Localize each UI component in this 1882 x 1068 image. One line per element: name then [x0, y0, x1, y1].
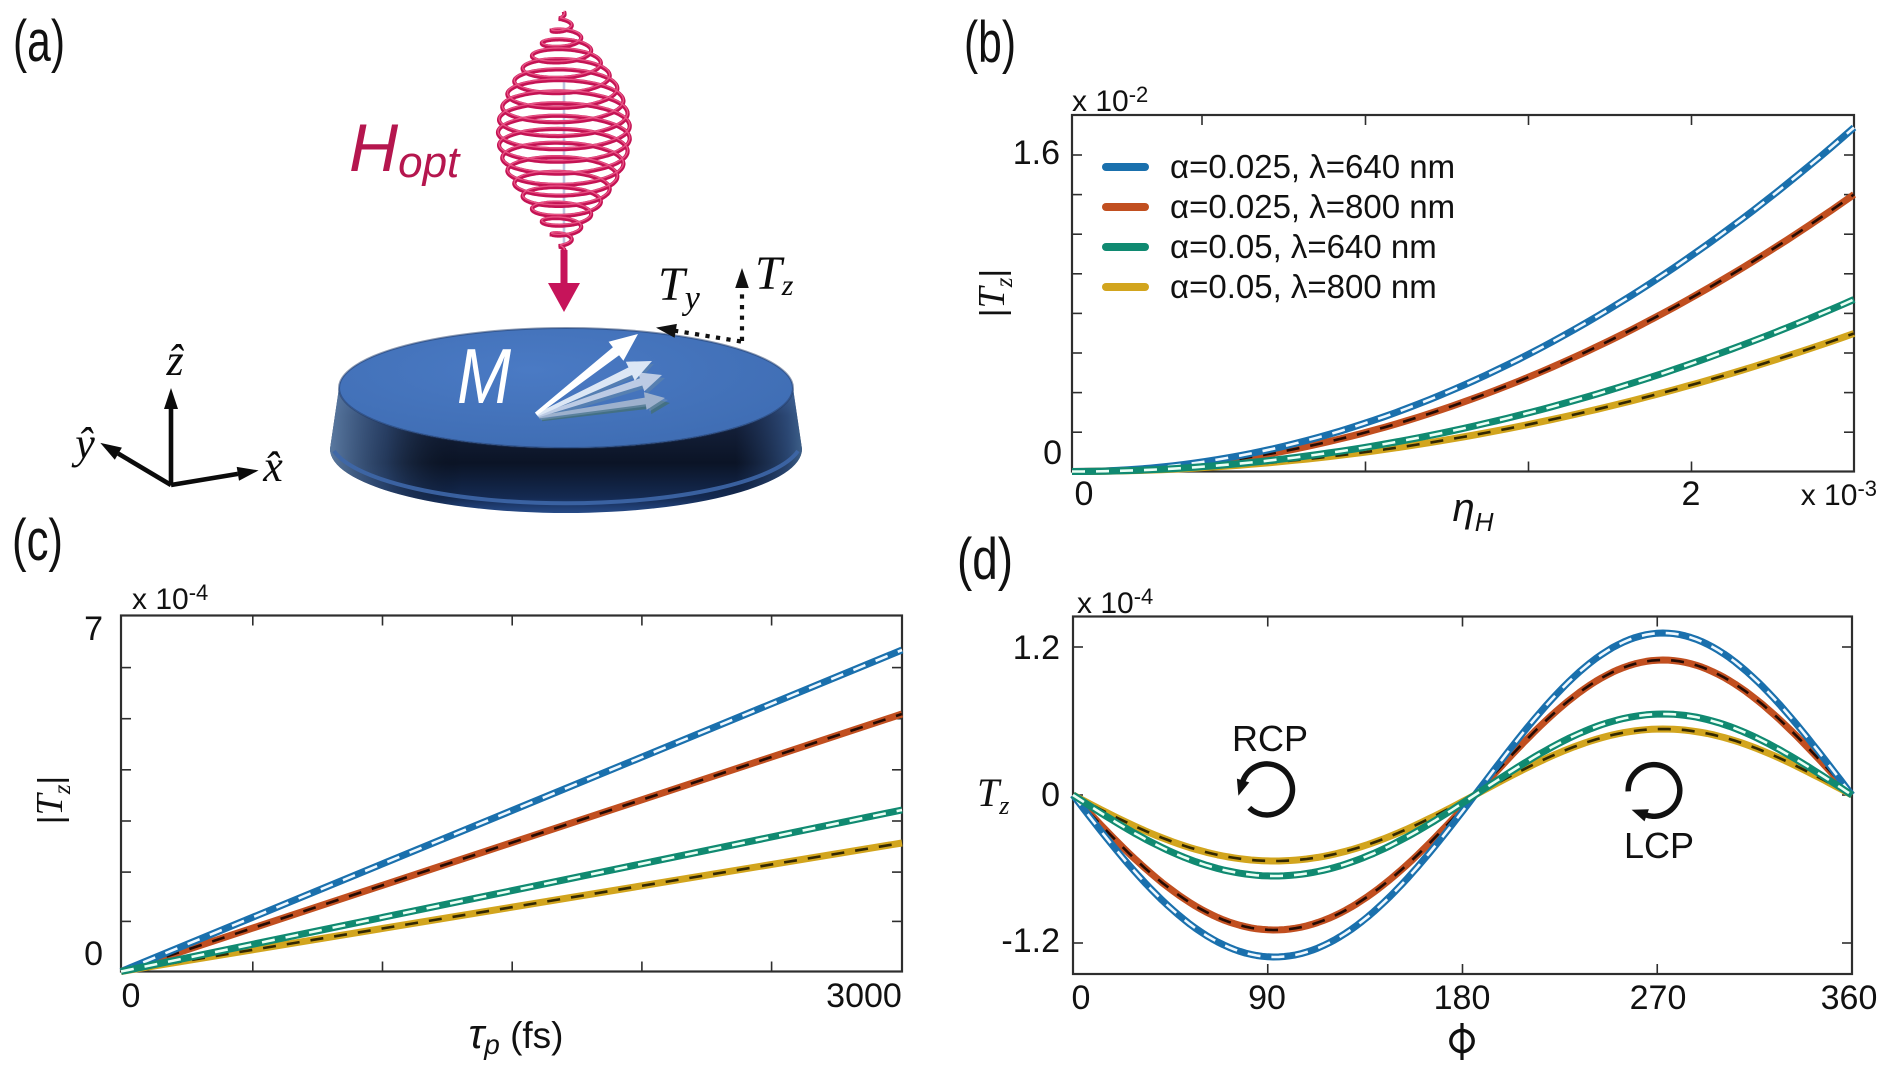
svg-text:ŷ: ŷ	[71, 419, 95, 468]
svg-text:180: 180	[1434, 979, 1491, 1017]
svg-text:x 10-3: x 10-3	[1801, 476, 1877, 512]
svg-text:7: 7	[84, 610, 103, 648]
svg-text:270: 270	[1630, 979, 1687, 1017]
svg-text:Tz: Tz	[977, 770, 1009, 820]
svg-text:1.6: 1.6	[1013, 134, 1060, 172]
svg-text:α=0.05, λ=800 nm: α=0.05, λ=800 nm	[1170, 268, 1437, 305]
svg-text:α=0.025, λ=640 nm: α=0.025, λ=640 nm	[1170, 148, 1455, 185]
svg-text:Tz: Tz	[755, 247, 794, 302]
svg-text:0: 0	[1041, 776, 1060, 814]
svg-text:(c): (c)	[12, 508, 63, 573]
svg-text:90: 90	[1248, 979, 1286, 1017]
svg-text:0: 0	[122, 977, 141, 1015]
svg-text:(b): (b)	[964, 10, 1016, 75]
svg-text:1.2: 1.2	[1013, 629, 1060, 667]
svg-text:360: 360	[1821, 979, 1878, 1017]
svg-text:(d): (d)	[957, 527, 1013, 592]
svg-text:2: 2	[1682, 475, 1701, 513]
svg-text:|Tz|: |Tz|	[971, 269, 1018, 318]
svg-text:0: 0	[1072, 979, 1091, 1017]
svg-text:M: M	[457, 332, 511, 420]
svg-text:ηH: ηH	[1453, 486, 1494, 537]
svg-text:α=0.05, λ=640 nm: α=0.05, λ=640 nm	[1170, 228, 1437, 265]
svg-text:RCP: RCP	[1232, 718, 1308, 759]
svg-text:ẑ: ẑ	[165, 336, 184, 385]
svg-text:0: 0	[84, 935, 103, 973]
svg-text:LCP: LCP	[1624, 825, 1694, 866]
svg-text:α=0.025, λ=800 nm: α=0.025, λ=800 nm	[1170, 188, 1455, 225]
svg-text:(a): (a)	[13, 9, 65, 74]
svg-text:|Tz|: |Tz|	[29, 776, 76, 825]
svg-text:x̂: x̂	[262, 442, 283, 491]
svg-text:-1.2: -1.2	[1001, 922, 1060, 960]
svg-text:0: 0	[1043, 434, 1062, 472]
svg-text:Ty: Ty	[658, 258, 701, 317]
svg-text:0: 0	[1075, 475, 1094, 513]
svg-text:τp (fs): τp (fs)	[469, 1010, 564, 1060]
svg-text:3000: 3000	[826, 977, 902, 1015]
svg-text:x 10-2: x 10-2	[1072, 82, 1148, 118]
